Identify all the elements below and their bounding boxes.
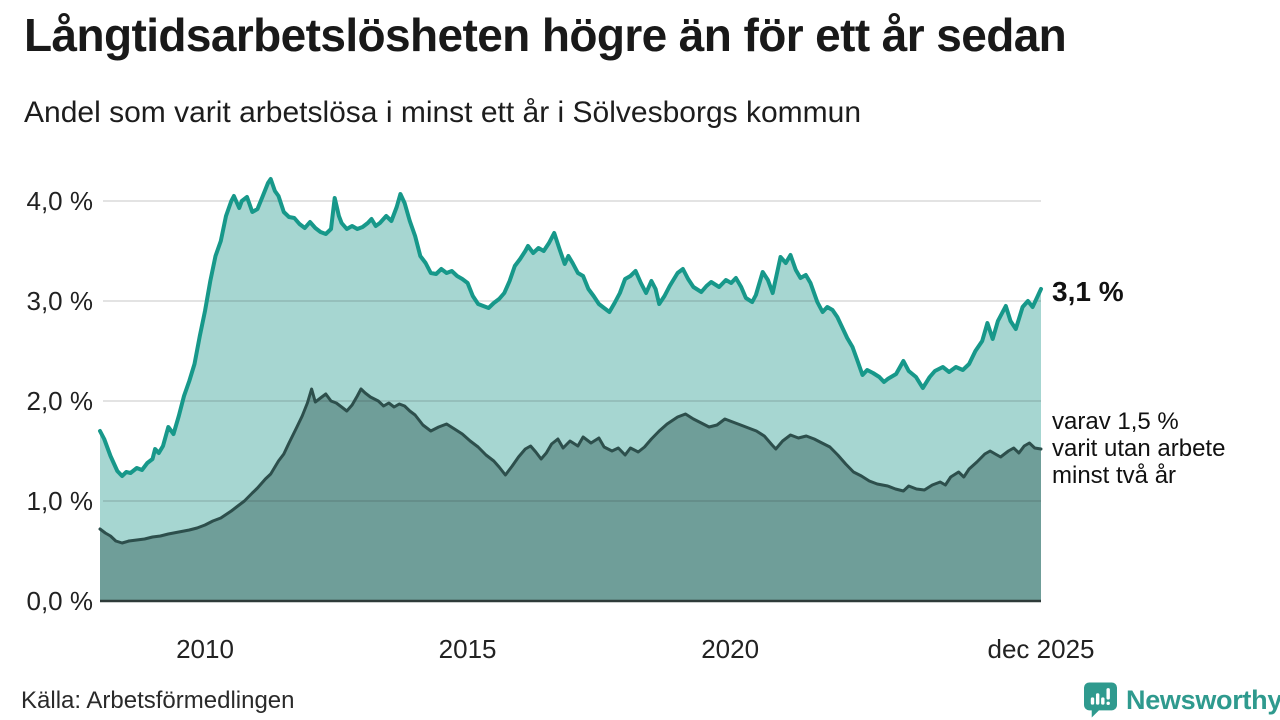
x-tick-label: 2015 xyxy=(439,634,497,664)
y-tick-label: 0,0 % xyxy=(27,586,94,616)
series-end-label-2yr: varav 1,5 % varit utan arbete minst två … xyxy=(1052,408,1277,489)
series-fill-1 xyxy=(100,389,1041,601)
newsworthy-wordmark: Newsworthy xyxy=(1126,684,1280,715)
annotation-line-3: minst två år xyxy=(1052,462,1177,489)
y-tick-label: 2,0 % xyxy=(27,386,94,416)
x-tick-label: 2010 xyxy=(176,634,234,664)
series-end-label-1yr: 3,1 % xyxy=(1052,276,1124,307)
annotation-line-1: varav 1,5 % xyxy=(1052,408,1179,435)
newsworthy-bubble-icon xyxy=(1084,682,1117,718)
page-title: Långtidsarbetslösheten högre än för ett … xyxy=(24,9,1067,61)
series-line-0 xyxy=(98,177,1043,478)
y-tick-label: 1,0 % xyxy=(27,486,94,516)
series-line-1 xyxy=(98,387,1043,545)
x-tick-label: dec 2025 xyxy=(988,634,1095,664)
x-tick-label: 2020 xyxy=(701,634,759,664)
y-tick-label: 3,0 % xyxy=(27,286,94,316)
newsworthy-logo: Newsworthy xyxy=(1084,682,1280,718)
source-credit: Källa: Arbetsförmedlingen xyxy=(21,687,295,714)
page-subtitle: Andel som varit arbetslösa i minst ett å… xyxy=(24,96,861,129)
annotation-line-2: varit utan arbete xyxy=(1052,435,1226,462)
y-tick-label: 4,0 % xyxy=(27,186,94,216)
